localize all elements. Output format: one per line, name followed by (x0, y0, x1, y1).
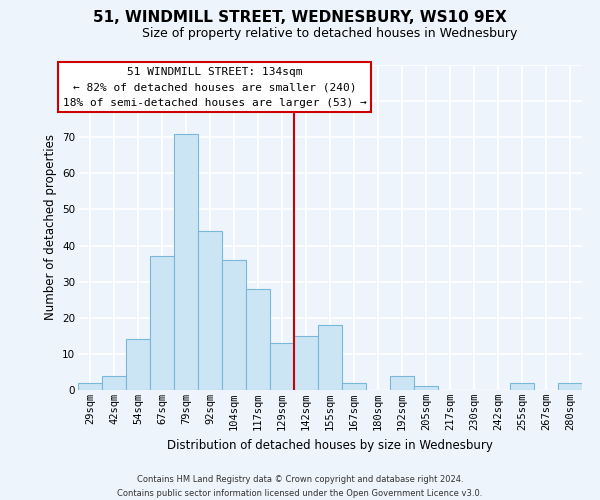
Bar (414, 386, 438, 390)
Bar (390, 376, 414, 390)
Bar (150, 256, 174, 390)
Bar (102, 376, 126, 390)
Bar (294, 336, 318, 390)
Bar (558, 383, 582, 390)
Bar (270, 343, 294, 390)
Y-axis label: Number of detached properties: Number of detached properties (44, 134, 56, 320)
Bar (78, 383, 102, 390)
Bar (246, 289, 270, 390)
Bar (198, 231, 222, 390)
Bar (126, 340, 150, 390)
Text: 51, WINDMILL STREET, WEDNESBURY, WS10 9EX: 51, WINDMILL STREET, WEDNESBURY, WS10 9E… (93, 10, 507, 25)
Title: Size of property relative to detached houses in Wednesbury: Size of property relative to detached ho… (142, 27, 518, 40)
Bar (318, 325, 342, 390)
Bar (222, 260, 246, 390)
Text: 51 WINDMILL STREET: 134sqm
← 82% of detached houses are smaller (240)
18% of sem: 51 WINDMILL STREET: 134sqm ← 82% of deta… (63, 67, 367, 108)
X-axis label: Distribution of detached houses by size in Wednesbury: Distribution of detached houses by size … (167, 438, 493, 452)
Text: Contains HM Land Registry data © Crown copyright and database right 2024.
Contai: Contains HM Land Registry data © Crown c… (118, 476, 482, 498)
Bar (342, 383, 366, 390)
Bar (510, 383, 534, 390)
Bar (174, 134, 198, 390)
